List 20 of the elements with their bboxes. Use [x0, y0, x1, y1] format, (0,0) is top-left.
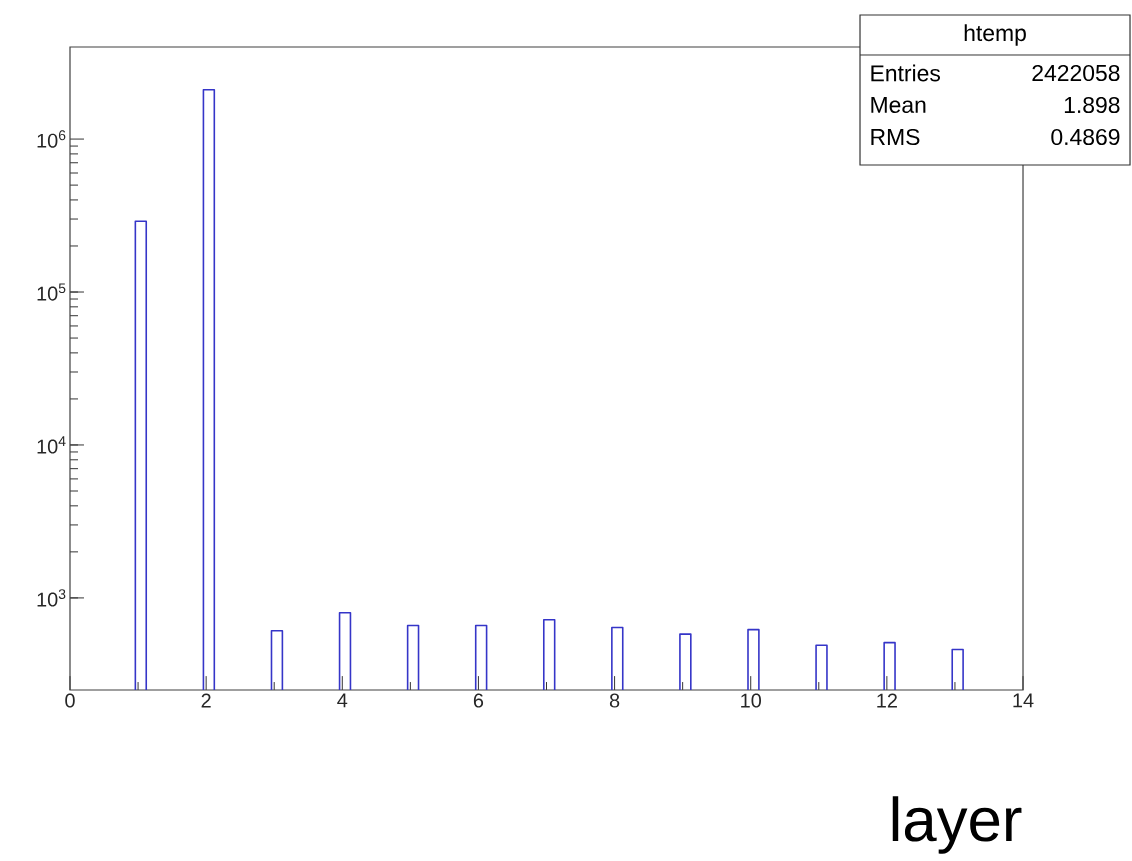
text: 1.898	[1064, 96, 1120, 114]
text: 0.4869	[1051, 128, 1120, 146]
x-tick-label: 2	[201, 693, 211, 708]
annotation: RMS	[871, 128, 920, 146]
x-axis-title: layer	[892, 796, 1022, 854]
x-tick-label: 6	[473, 693, 484, 708]
text: htemp	[964, 24, 1026, 46]
x-tick-label: 10	[741, 693, 762, 708]
annotation: Entries	[871, 64, 941, 82]
y-tick-label: 10$^{3}$	[37, 589, 66, 607]
x-tick-label: 14	[1013, 693, 1034, 708]
x-tick-label: 0	[65, 693, 75, 708]
y-tick-label: 10$^{6}$	[37, 130, 66, 148]
x-tick-label: 8	[609, 693, 620, 708]
y-tick-label: 10$^{4}$	[37, 436, 66, 454]
x-tick-label: 4	[337, 693, 348, 708]
x-tick-label: 12	[877, 693, 897, 708]
annotation: Mean	[871, 97, 926, 113]
y-tick-label: 10$^{5}$	[37, 283, 66, 301]
text: 2422058	[1032, 64, 1120, 82]
